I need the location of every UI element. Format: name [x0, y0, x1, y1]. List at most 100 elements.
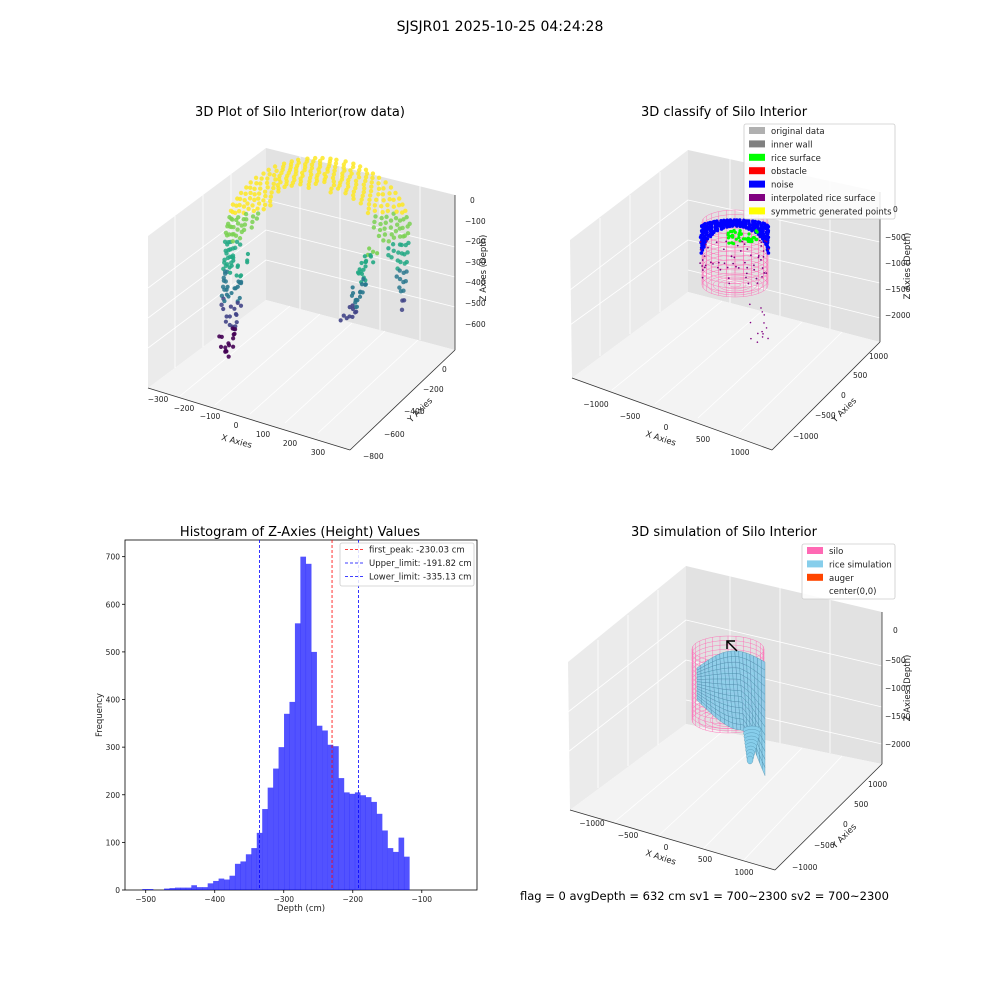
- raw-point: [404, 215, 409, 220]
- classify-interp-point: [701, 265, 704, 267]
- raw-point: [248, 180, 253, 185]
- raw-point: [375, 251, 380, 256]
- raw-point: [338, 318, 343, 323]
- histogram-title: Histogram of Z-Axies (Height) Values: [180, 525, 420, 540]
- raw-point: [247, 196, 253, 201]
- raw-y-tick-1: −800: [363, 452, 384, 461]
- raw-point: [396, 250, 401, 255]
- classify-interp-point: [701, 269, 704, 271]
- raw-point: [394, 209, 399, 214]
- raw-point: [307, 179, 312, 184]
- rice-surface-facet: [727, 662, 733, 669]
- histogram-y-tick-label: 300: [106, 743, 121, 752]
- raw-point: [374, 197, 379, 203]
- histogram-bar: [207, 883, 214, 890]
- classify-legend-label: obstacle: [771, 167, 807, 177]
- classify-rice-point: [751, 235, 756, 240]
- classify-point-cloud: [698, 218, 771, 343]
- histogram-legend: [339, 542, 475, 587]
- simulation-y-tick-2: −500: [814, 841, 835, 850]
- rice-surface-facet: [734, 701, 740, 708]
- raw-point: [258, 186, 263, 191]
- rice-surface-facet: [737, 690, 742, 697]
- raw-point: [356, 175, 362, 180]
- rice-surface-facet: [733, 690, 739, 697]
- raw-z-tick-6: −500: [465, 299, 486, 308]
- classify-y-tick-2: −500: [815, 411, 836, 420]
- raw-point: [397, 234, 403, 239]
- raw-z-tick-4: −300: [465, 258, 486, 267]
- classify-interp-point: [744, 261, 746, 264]
- raw-point: [355, 270, 361, 275]
- classify-rice-point: [734, 237, 738, 241]
- classify-interp-point: [727, 277, 730, 280]
- histogram-legend-items: first_peak: -230.03 cm Upper_limit: -191.…: [345, 546, 472, 583]
- raw-point: [242, 197, 247, 203]
- rice-surface-facet: [700, 675, 706, 680]
- classify-left-pane: [570, 150, 688, 378]
- rice-surface-facet: [719, 657, 725, 665]
- raw-point: [247, 185, 253, 190]
- raw-z-tick-7: −600: [465, 320, 486, 329]
- raw-point: [252, 192, 257, 197]
- raw-point: [402, 233, 408, 238]
- rice-surface-facet: [746, 755, 754, 765]
- classify-noise-point: [761, 229, 765, 233]
- rice-surface-facet: [732, 673, 738, 680]
- panel-raw-title: 3D Plot of Silo Interior(row data): [195, 105, 405, 120]
- raw-point: [386, 239, 391, 244]
- raw-point: [328, 190, 333, 195]
- raw-point: [397, 196, 402, 201]
- classify-interp-point: [757, 256, 760, 259]
- raw-point: [357, 164, 363, 169]
- classify-interp-point: [732, 262, 735, 265]
- raw-point: [218, 344, 224, 350]
- raw-point: [359, 197, 364, 202]
- classify-rice-point: [755, 230, 759, 234]
- raw-x-tick-7: 300: [311, 448, 326, 457]
- raw-left-pane: [148, 148, 266, 388]
- raw-point: [222, 298, 227, 304]
- raw-point: [243, 211, 249, 217]
- raw-point: [393, 190, 398, 196]
- histogram-bar: [240, 861, 247, 890]
- raw-point: [244, 185, 249, 190]
- histogram-x-axis-label: Depth (cm): [277, 904, 325, 914]
- classify-interp-point: [733, 256, 736, 259]
- classify-z-tick-5: −2000: [885, 311, 911, 320]
- raw-point: [357, 294, 363, 299]
- raw-point: [387, 191, 392, 196]
- classify-y-tick-5: 1000: [869, 352, 888, 361]
- raw-point: [312, 155, 318, 161]
- raw-point: [223, 349, 228, 354]
- raw-point: [361, 182, 367, 187]
- rice-surface-facet: [721, 683, 727, 690]
- classify-z-tick-2: −500: [885, 233, 906, 242]
- rice-surface-facet: [705, 678, 710, 684]
- raw-point: [347, 174, 353, 180]
- classify-x-tick-1: −1000: [583, 400, 609, 409]
- simulation-legend-swatch: [807, 547, 823, 554]
- rice-surface-facet: [730, 650, 736, 657]
- histogram-bar: [278, 747, 285, 890]
- rice-surface-facet: [738, 707, 744, 715]
- raw-point: [368, 253, 373, 258]
- simulation-legend-label: auger: [829, 574, 854, 584]
- classify-interp-point: [753, 264, 755, 267]
- raw-point: [274, 168, 279, 174]
- raw-point: [237, 236, 243, 241]
- histogram-bar: [213, 880, 219, 890]
- simulation-y-tick-5: 1000: [868, 780, 887, 789]
- raw-point: [334, 157, 339, 162]
- panel-classify-3d: 3D classify of Silo Interior original da…: [569, 105, 913, 457]
- raw-point: [262, 189, 268, 194]
- raw-point: [373, 214, 378, 219]
- raw-point: [233, 327, 238, 332]
- rice-surface-facet: [720, 662, 725, 670]
- raw-point: [402, 252, 407, 257]
- raw-point: [268, 203, 273, 208]
- rice-surface-facet: [735, 656, 740, 663]
- raw-x-tick-1: −300: [148, 395, 169, 404]
- raw-point: [385, 208, 391, 214]
- simulation-legend-label: rice simulation: [829, 560, 892, 570]
